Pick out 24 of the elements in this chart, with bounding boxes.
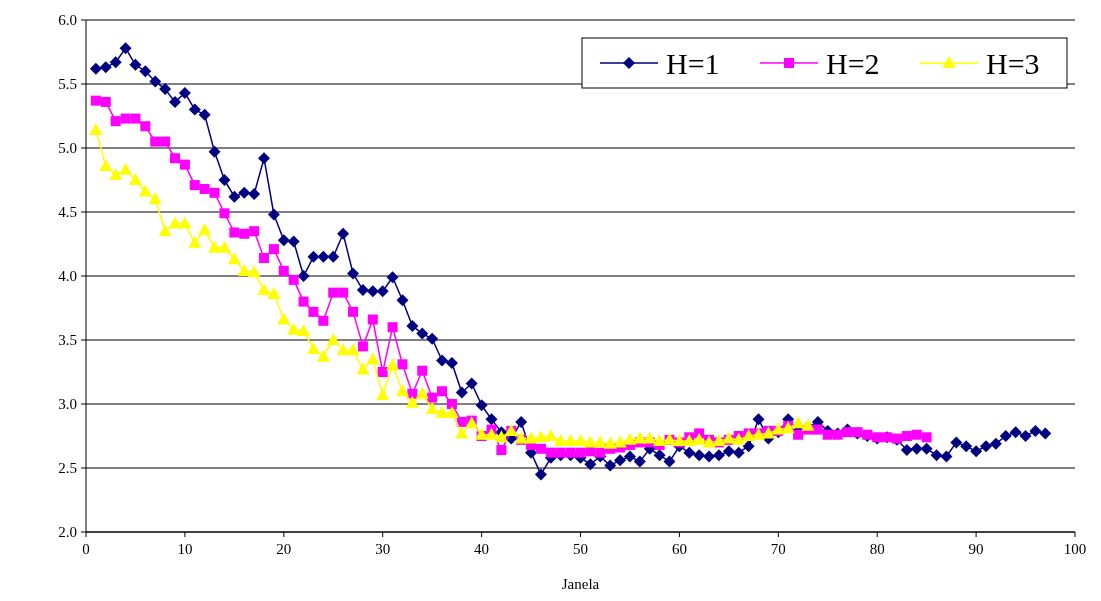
x-axis-title: Janela (561, 576, 600, 592)
x-tick-label: 90 (968, 541, 984, 557)
y-tick-label: 3.5 (58, 332, 77, 349)
x-tick-label: 70 (770, 541, 786, 557)
y-tick-label: 2.5 (58, 460, 77, 477)
x-tick-label: 50 (573, 541, 588, 557)
x-tick-label: 60 (671, 541, 687, 557)
y-tick-label: 2.0 (58, 524, 77, 541)
legend-label: H=2 (826, 46, 880, 80)
x-tick-label: 0 (82, 541, 90, 557)
x-tick-label: 10 (177, 541, 193, 557)
x-tick-label: 100 (1063, 541, 1087, 557)
y-tick-label: 6.0 (58, 12, 77, 29)
x-tick-label: 40 (474, 541, 490, 557)
y-tick-label: 3.0 (58, 396, 77, 413)
x-tick-label: 30 (375, 541, 391, 557)
x-tick-label: 80 (869, 541, 885, 557)
y-tick-label: 5.0 (58, 140, 77, 157)
y-tick-label: 4.0 (58, 268, 77, 285)
y-tick-label: 5.5 (58, 76, 77, 93)
legend-label: H=3 (986, 46, 1040, 80)
legend-label: H=1 (666, 46, 720, 80)
y-tick-label: 4.5 (58, 204, 77, 221)
x-tick-label: 20 (276, 541, 292, 557)
